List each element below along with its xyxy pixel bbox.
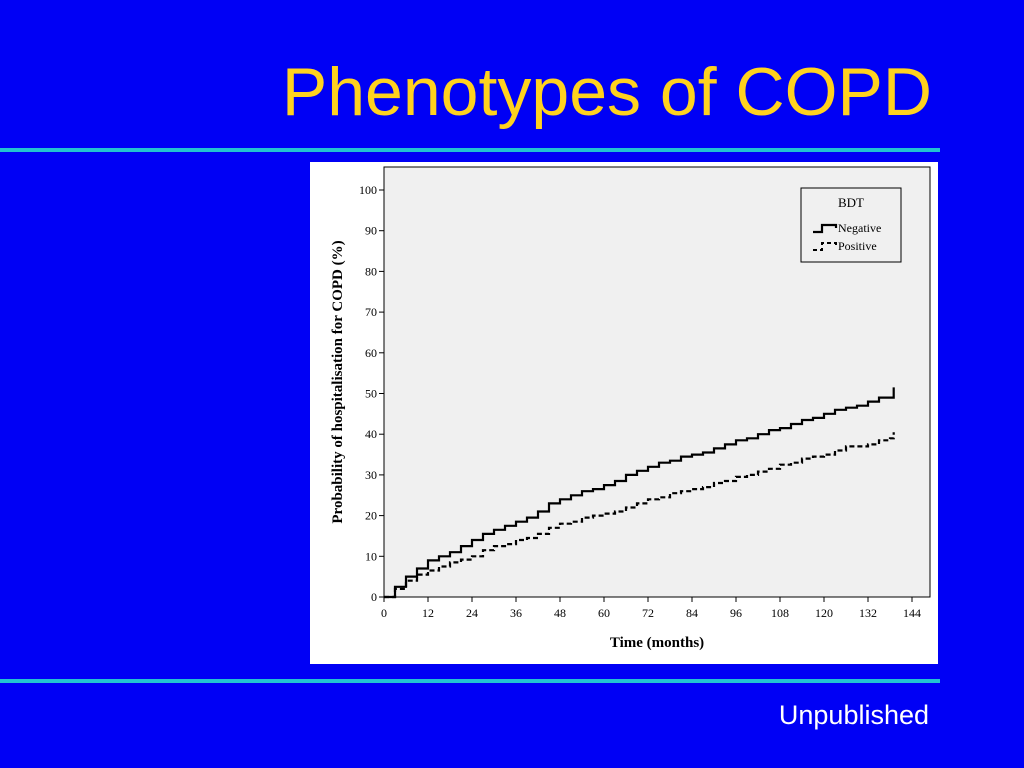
slide-title: Phenotypes of COPD: [281, 54, 932, 130]
x-tick-label: 24: [466, 606, 478, 620]
legend-title: BDT: [838, 195, 864, 210]
x-tick-label: 12: [422, 606, 434, 620]
series-line-positive: [384, 432, 895, 599]
bottom-divider: [0, 679, 940, 683]
y-tick-label: 50: [365, 387, 377, 401]
x-tick-label: 0: [381, 606, 387, 620]
y-tick-label: 90: [365, 224, 377, 238]
y-tick-label: 10: [365, 549, 377, 563]
legend-label-negative: Negative: [838, 221, 881, 235]
x-tick-label: 36: [510, 606, 522, 620]
y-tick-label: 60: [365, 346, 377, 360]
y-tick-label: 100: [359, 183, 377, 197]
legend: BDT Negative Positive: [800, 187, 902, 263]
x-axis-label: Time (months): [610, 635, 704, 651]
y-tick-label: 40: [365, 427, 377, 441]
x-tick-label: 132: [859, 606, 877, 620]
footer-note: Unpublished: [778, 700, 929, 730]
survival-chart: 0 10 20 30 40 50 60 70 80 90 100 0 12 24 36 48 60 72 84 96 1…: [330, 166, 931, 651]
y-tick-label: 70: [365, 305, 377, 319]
x-tick-label: 48: [554, 606, 566, 620]
top-divider: [0, 148, 940, 152]
legend-swatch-negative: [813, 223, 838, 234]
series-line-negative: [384, 387, 895, 599]
legend-box: [800, 187, 902, 263]
y-tick-label: 30: [365, 468, 377, 482]
x-tick-label: 60: [598, 606, 610, 620]
x-tick-label: 72: [642, 606, 654, 620]
legend-swatch-positive: [813, 242, 837, 251]
x-tick-label: 120: [815, 606, 833, 620]
legend-label-positive: Positive: [838, 239, 877, 253]
x-tick-label: 84: [686, 606, 698, 620]
y-tick-label: 0: [371, 590, 377, 604]
x-tick-label: 144: [903, 606, 921, 620]
x-tick-label: 108: [771, 606, 789, 620]
y-tick-label: 20: [365, 509, 377, 523]
x-tick-label: 96: [730, 606, 742, 620]
y-tick-label: 80: [365, 264, 377, 278]
y-axis-label: Probability of hospitalisation for COPD …: [330, 240, 346, 523]
chart-panel: 0 10 20 30 40 50 60 70 80 90 100 0 12 24 36 48 60 72 84 96 1…: [310, 162, 938, 664]
